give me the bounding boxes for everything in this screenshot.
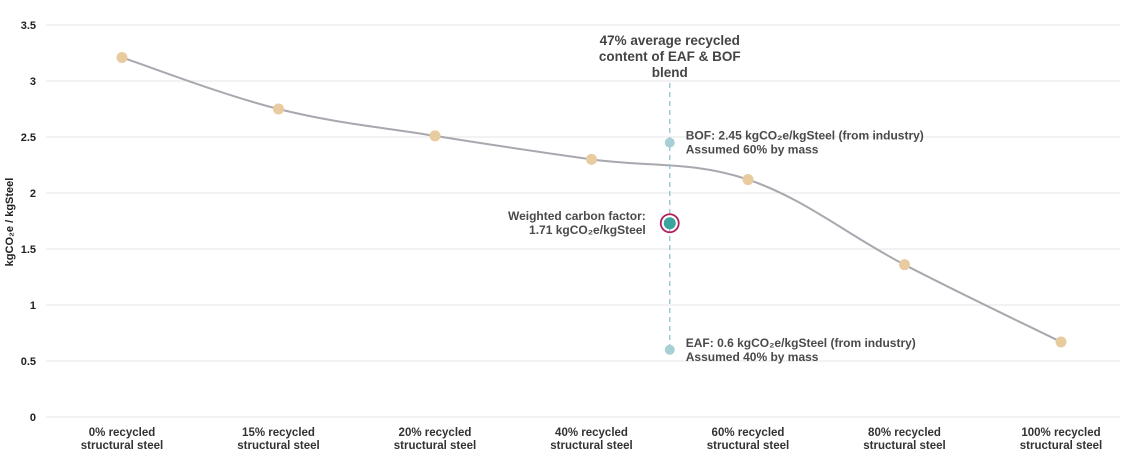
y-tick-label: 1 bbox=[30, 300, 36, 312]
data-point bbox=[586, 153, 597, 165]
weighted-annotation: Weighted carbon factor: 1.71 kgCO₂e/kgSte… bbox=[508, 209, 646, 237]
label-layer: 0 0.5 1 1.5 2 2.5 3 3.5 0% recycled structural st… bbox=[21, 20, 1103, 452]
bof-annotation: BOF: 2.45 kgCO₂e/kgSteel (from industry)… bbox=[686, 129, 924, 157]
data-point bbox=[116, 51, 128, 63]
y-tick-label: 3.5 bbox=[21, 20, 36, 32]
bof-point bbox=[664, 137, 675, 148]
series-line bbox=[121, 56, 1062, 343]
weighted-ring bbox=[659, 213, 680, 234]
line-layer bbox=[121, 56, 1062, 343]
grid-layer bbox=[46, 24, 1120, 418]
y-tick-label: 2.5 bbox=[21, 132, 36, 144]
eaf-point bbox=[664, 344, 675, 355]
x-tick-label: 100% recycled structural steel bbox=[1020, 427, 1102, 452]
blend-layer: 47% average recycled content of EAF & BOF… bbox=[508, 33, 924, 364]
x-tick-label: 40% recycled structural steel bbox=[550, 427, 632, 452]
x-tick-label: 15% recycled structural steel bbox=[237, 427, 319, 452]
y-axis-label: kgCO₂e / kgSteel bbox=[4, 178, 16, 267]
x-tick-label: 60% recycled structural steel bbox=[707, 427, 789, 452]
y-tick-label: 3 bbox=[30, 76, 36, 88]
data-point bbox=[742, 174, 754, 186]
y-tick-label: 0 bbox=[30, 412, 36, 424]
y-tick-label: 1.5 bbox=[21, 244, 36, 256]
data-point bbox=[1055, 336, 1067, 348]
y-tick-label: 0.5 bbox=[21, 356, 36, 368]
y-tick-label: 2 bbox=[30, 188, 36, 200]
x-tick-label: 20% recycled structural steel bbox=[394, 427, 476, 452]
data-point bbox=[429, 130, 441, 142]
data-point bbox=[899, 259, 910, 271]
weighted-point bbox=[663, 217, 676, 230]
blend-title: 47% average recycled content of EAF & BOF… bbox=[599, 33, 741, 80]
point-layer bbox=[116, 51, 1067, 348]
x-tick-label: 0% recycled structural steel bbox=[81, 427, 163, 452]
eaf-annotation: EAF: 0.6 kgCO₂e/kgSteel (from industry) A… bbox=[686, 336, 916, 364]
data-point bbox=[273, 103, 284, 115]
x-tick-label: 80% recycled structural steel bbox=[863, 427, 945, 452]
